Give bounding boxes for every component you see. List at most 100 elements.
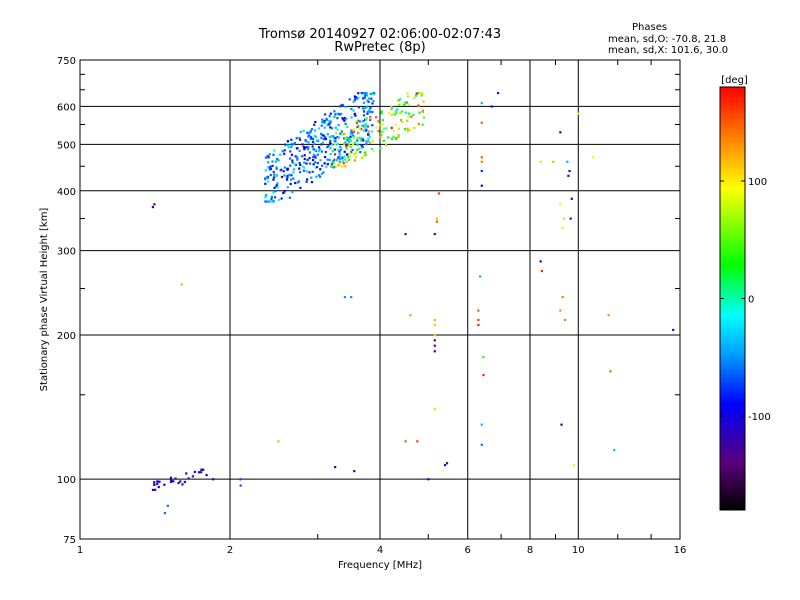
data-point — [342, 159, 345, 162]
data-point — [314, 120, 317, 124]
data-point — [369, 92, 372, 96]
data-point — [394, 123, 397, 126]
data-point — [366, 110, 370, 113]
data-point — [314, 135, 317, 138]
data-point — [370, 97, 373, 100]
x-axis-label: Frequency [MHz] — [338, 560, 422, 571]
data-point — [321, 134, 324, 137]
data-point — [377, 120, 380, 123]
data-point — [380, 110, 383, 113]
data-point — [381, 119, 384, 122]
data-point — [333, 110, 336, 113]
data-point — [290, 145, 293, 149]
chart-title: Tromsø 20140927 02:06:00-02:07:43 — [258, 27, 502, 42]
data-point — [318, 148, 321, 151]
data-point — [286, 174, 289, 178]
data-point — [354, 156, 357, 159]
data-point — [392, 129, 395, 133]
data-point — [334, 165, 337, 168]
data-point — [156, 482, 159, 486]
data-point — [322, 134, 326, 137]
data-point — [290, 178, 293, 181]
data-point — [330, 135, 333, 138]
data-point — [314, 129, 317, 132]
data-point — [311, 170, 314, 173]
data-point — [562, 217, 565, 220]
data-point — [312, 163, 315, 166]
data-point — [283, 166, 286, 169]
data-point — [391, 106, 394, 109]
data-point — [568, 169, 571, 173]
data-point — [345, 136, 348, 139]
data-point — [272, 191, 275, 194]
data-point — [417, 104, 420, 107]
data-point — [180, 283, 183, 286]
data-point — [157, 485, 160, 489]
data-point — [324, 155, 327, 159]
data-point — [305, 140, 308, 143]
data-point — [295, 137, 298, 140]
data-point — [302, 169, 306, 172]
y-tick-label: 750 — [57, 56, 76, 67]
data-point — [348, 154, 352, 157]
data-point — [561, 296, 564, 299]
x-tick-label: 10 — [572, 545, 585, 556]
data-point — [421, 110, 424, 113]
data-point — [334, 137, 337, 140]
data-point — [268, 200, 271, 203]
data-point — [414, 94, 418, 97]
data-point — [569, 217, 572, 220]
data-point — [313, 123, 316, 126]
data-point — [355, 120, 358, 123]
data-point — [365, 143, 368, 146]
data-point — [371, 91, 374, 95]
data-point — [279, 169, 282, 172]
data-point — [329, 152, 332, 156]
data-point — [559, 131, 562, 134]
y-tick-label: 200 — [57, 331, 76, 342]
data-point — [269, 167, 272, 171]
data-point — [269, 173, 272, 177]
data-point — [337, 136, 340, 139]
data-point — [267, 166, 270, 169]
data-point — [427, 478, 430, 481]
data-point — [328, 136, 331, 139]
data-point — [480, 156, 483, 159]
data-point — [342, 162, 345, 165]
data-point — [435, 220, 438, 223]
data-point — [179, 480, 182, 483]
data-point — [363, 125, 366, 128]
data-point — [433, 333, 436, 337]
data-point — [265, 193, 268, 197]
data-point — [433, 232, 436, 236]
data-point — [289, 164, 292, 167]
data-point — [353, 469, 356, 473]
data-point — [181, 483, 184, 486]
data-point — [607, 314, 610, 317]
data-point — [433, 344, 436, 347]
data-point — [349, 135, 352, 138]
data-point — [397, 127, 400, 130]
data-point — [354, 141, 357, 144]
data-point — [239, 484, 242, 487]
data-point — [268, 153, 271, 156]
x-tick-label: 4 — [377, 545, 383, 556]
data-point — [270, 198, 273, 201]
data-point — [340, 155, 343, 159]
data-point — [290, 153, 294, 156]
data-point — [360, 146, 363, 149]
data-point — [400, 110, 404, 113]
data-point — [433, 339, 436, 342]
data-point — [349, 132, 352, 135]
data-point — [404, 101, 407, 104]
phase-stats-o: mean, sd,O: -70.8, 21.8 — [608, 34, 727, 45]
x-tick-label: 6 — [465, 545, 471, 556]
data-point — [301, 143, 304, 146]
data-point — [314, 161, 317, 164]
data-point — [390, 113, 393, 117]
data-point — [409, 128, 412, 132]
data-point — [563, 318, 567, 322]
data-point — [333, 158, 336, 161]
data-point — [367, 139, 370, 142]
data-point — [343, 116, 347, 120]
